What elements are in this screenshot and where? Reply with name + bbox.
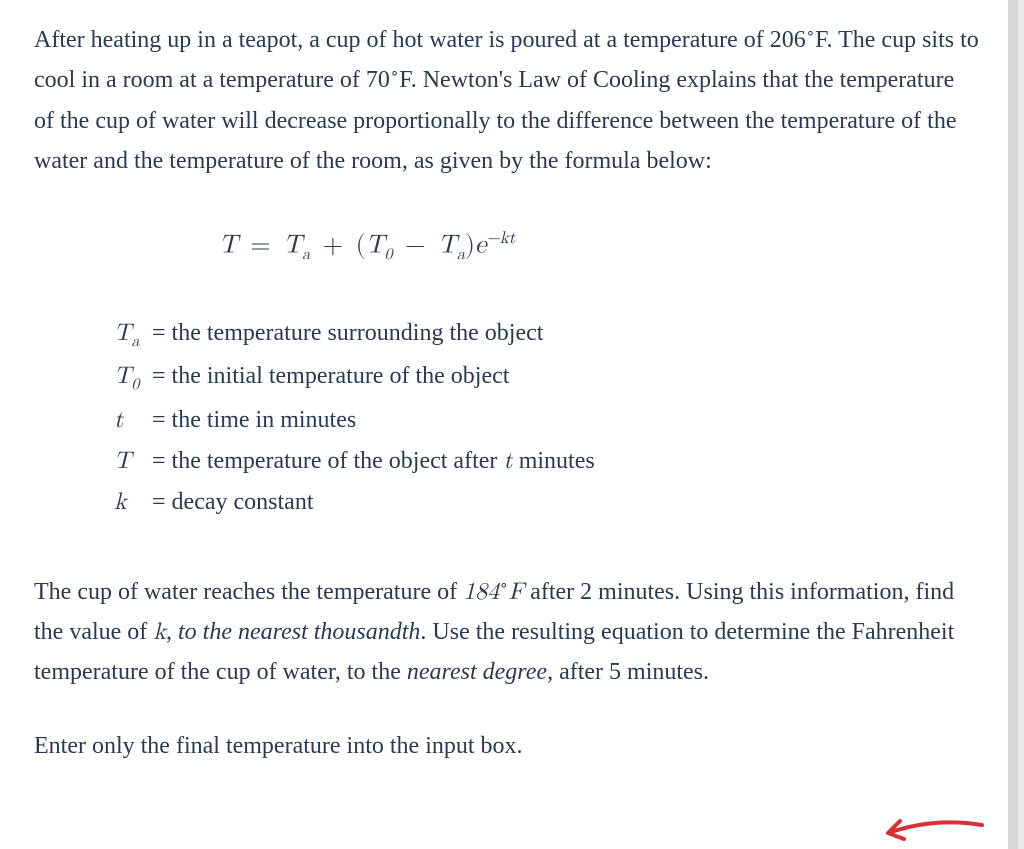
emph-thousandth: to the nearest thousandth [178,619,420,645]
instruction-paragraph: The cup of water reaches the temperature… [34,572,980,693]
formula-plus: + [319,233,347,259]
formula-T0-sub: 0 [385,247,393,263]
unit-f-3: F [509,580,525,604]
def-eq: = [146,363,172,389]
formula-Ta-sub: a [302,247,310,263]
def-Ta: Ta=the temperature surrounding the objec… [114,313,980,356]
def-eq: = [146,448,172,474]
formula-Ta2-var: T [438,233,457,259]
def-symbol: T [114,441,146,482]
instr-pre: The cup of water reaches the temperature… [34,579,463,605]
emph-degree: nearest degree [407,659,547,685]
problem-document: After heating up in a teapot, a cup of h… [0,0,1018,849]
def-text: the temperature surrounding the object [172,320,544,346]
initial-temp-value: 206 [770,27,806,53]
def-text: decay constant [172,489,314,515]
def-symbol: T0 [114,356,146,399]
formula-Ta-var: T [283,233,302,259]
def-eq: = [146,320,172,346]
var-k: k [153,620,166,644]
variable-definitions: Ta=the temperature surrounding the objec… [34,313,980,523]
def-symbol: k [114,482,146,523]
formula-rparen: ) [465,233,475,259]
formula-lparen: ( [356,233,366,259]
formula-lhs: T [219,233,238,259]
formula-exponent: −kt [487,230,516,247]
def-text: the initial temperature of the object [172,363,510,389]
instr-post: , after 5 minutes. [547,659,709,685]
def-text: the time in minutes [172,407,357,433]
def-k: k=decay constant [114,482,980,523]
degree-symbol: ∘ [390,66,399,82]
formula-e: e [475,233,487,259]
formula-T0-var: T [366,233,385,259]
def-inline-var: t [503,441,512,482]
unit-f-1: F [815,27,826,53]
instr-mid2: , [166,619,178,645]
formula-eq: = [246,233,274,259]
def-eq: = [146,407,172,433]
def-t: t=the time in minutes [114,400,980,441]
later-temp-value: 184 [463,580,499,604]
def-symbol: Ta [114,313,146,356]
room-temp-value: 70 [366,67,390,93]
def-symbol: t [114,400,146,441]
intro-paragraph: After heating up in a teapot, a cup of h… [34,20,980,181]
def-text-post: minutes [513,448,595,474]
degree-symbol: ∘ [499,578,508,594]
hand-drawn-arrow-icon [874,811,984,845]
def-text-pre: the temperature of the object after [172,448,504,474]
degree-symbol: ∘ [806,26,815,42]
def-eq: = [146,489,172,515]
def-T0: T0=the initial temperature of the object [114,356,980,399]
final-instruction: Enter only the final temperature into th… [34,726,980,766]
formula-minus: − [401,233,429,259]
formula-Ta2-sub: a [457,247,465,263]
intro-text-1: After heating up in a teapot, a cup of h… [34,27,770,53]
formula-display: T = Ta + (T0 − Ta)e−kt [34,229,980,265]
unit-f-2: F [399,67,410,93]
def-T: T=the temperature of the object after t … [114,441,980,482]
